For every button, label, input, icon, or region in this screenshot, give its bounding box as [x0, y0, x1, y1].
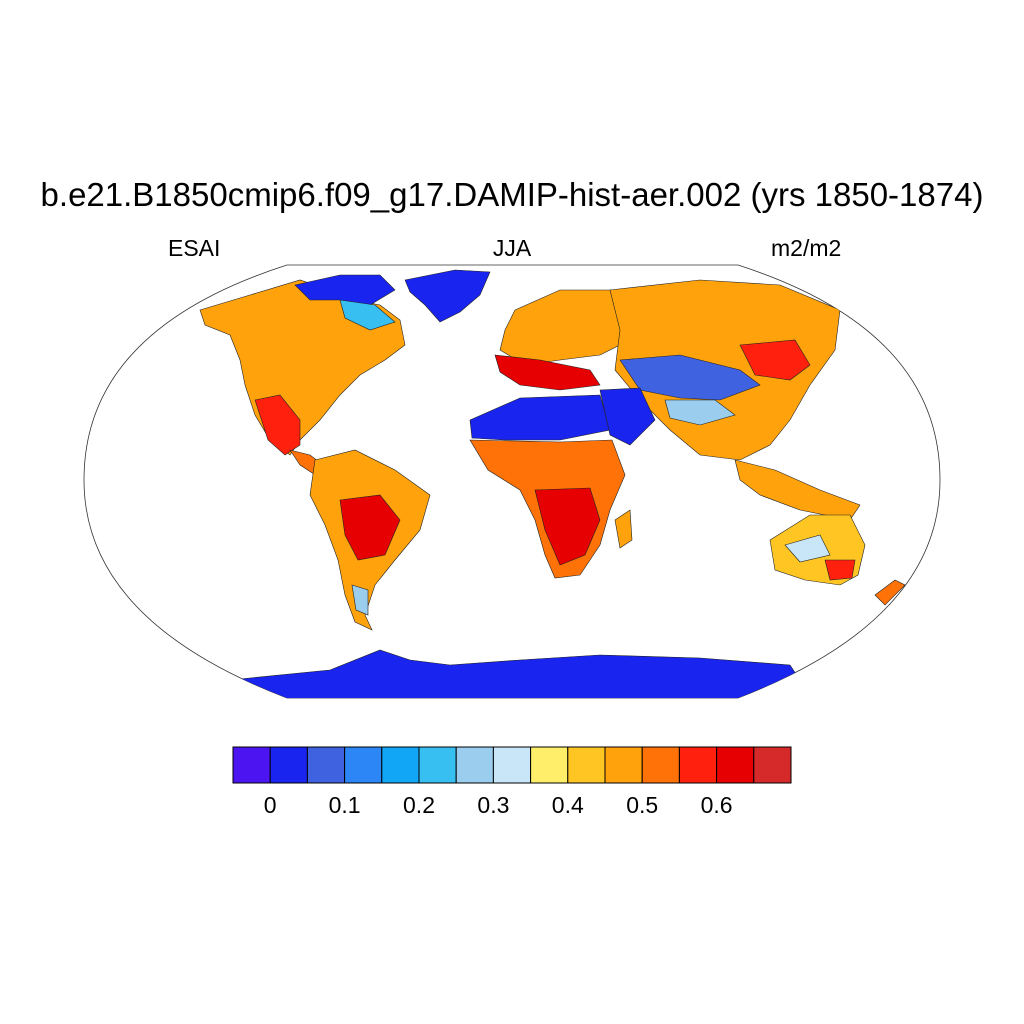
north-america-hot	[254, 394, 301, 456]
canada-arctic-light	[339, 299, 396, 331]
madagascar	[614, 509, 633, 549]
antarctica	[229, 649, 801, 698]
colorbar-tick-label: 0	[263, 792, 277, 818]
greenland	[404, 269, 491, 323]
colorbar-tick-label: 0.3	[477, 792, 510, 818]
colorbar-tick-label: 0.2	[403, 792, 435, 818]
units-label: m2/m2	[771, 235, 842, 261]
australia-hot	[824, 559, 856, 581]
east-asia-hot	[739, 339, 811, 381]
colorbar-swatch	[344, 746, 383, 784]
new-zealand	[874, 579, 906, 606]
south-america-hot	[339, 494, 401, 561]
colorbar-tick-label: 0.1	[328, 792, 361, 818]
colorbar-swatch	[269, 746, 308, 784]
colorbar-swatch	[455, 746, 494, 784]
sahara	[469, 394, 611, 441]
colorbar-tick-label: 0.6	[700, 792, 733, 818]
colorbar-swatch	[678, 746, 718, 784]
europe-region	[499, 289, 641, 366]
colorbar-swatch	[641, 746, 680, 784]
map-title: b.e21.B1850cmip6.f09_g17.DAMIP-hist-aer.…	[40, 176, 984, 213]
arabia	[599, 387, 656, 446]
season-label: JJA	[492, 235, 532, 261]
colorbar	[232, 746, 792, 784]
colorbar-swatch	[306, 746, 346, 784]
tibet-light	[664, 399, 736, 426]
colorbar-tick-label: 0.4	[551, 792, 584, 818]
australia-light	[784, 534, 831, 563]
africa-hot	[534, 487, 601, 566]
patagonia	[351, 584, 369, 616]
colorbar-swatch	[232, 746, 271, 784]
colorbar-swatch	[492, 746, 532, 784]
colorbar-swatch	[604, 746, 643, 784]
mediterranean-hot	[494, 354, 601, 391]
colorbar-swatch	[418, 746, 457, 784]
variable-label: ESAI	[168, 235, 221, 261]
colorbar-swatch	[567, 746, 606, 784]
colorbar-tick-label: 0.5	[626, 792, 659, 818]
colorbar-swatch	[530, 746, 569, 784]
central-asia-blue	[619, 354, 761, 401]
colorbar-swatch	[716, 746, 755, 784]
colorbar-swatch	[753, 746, 792, 784]
colorbar-swatch	[381, 746, 420, 784]
canada-arctic	[294, 274, 396, 306]
